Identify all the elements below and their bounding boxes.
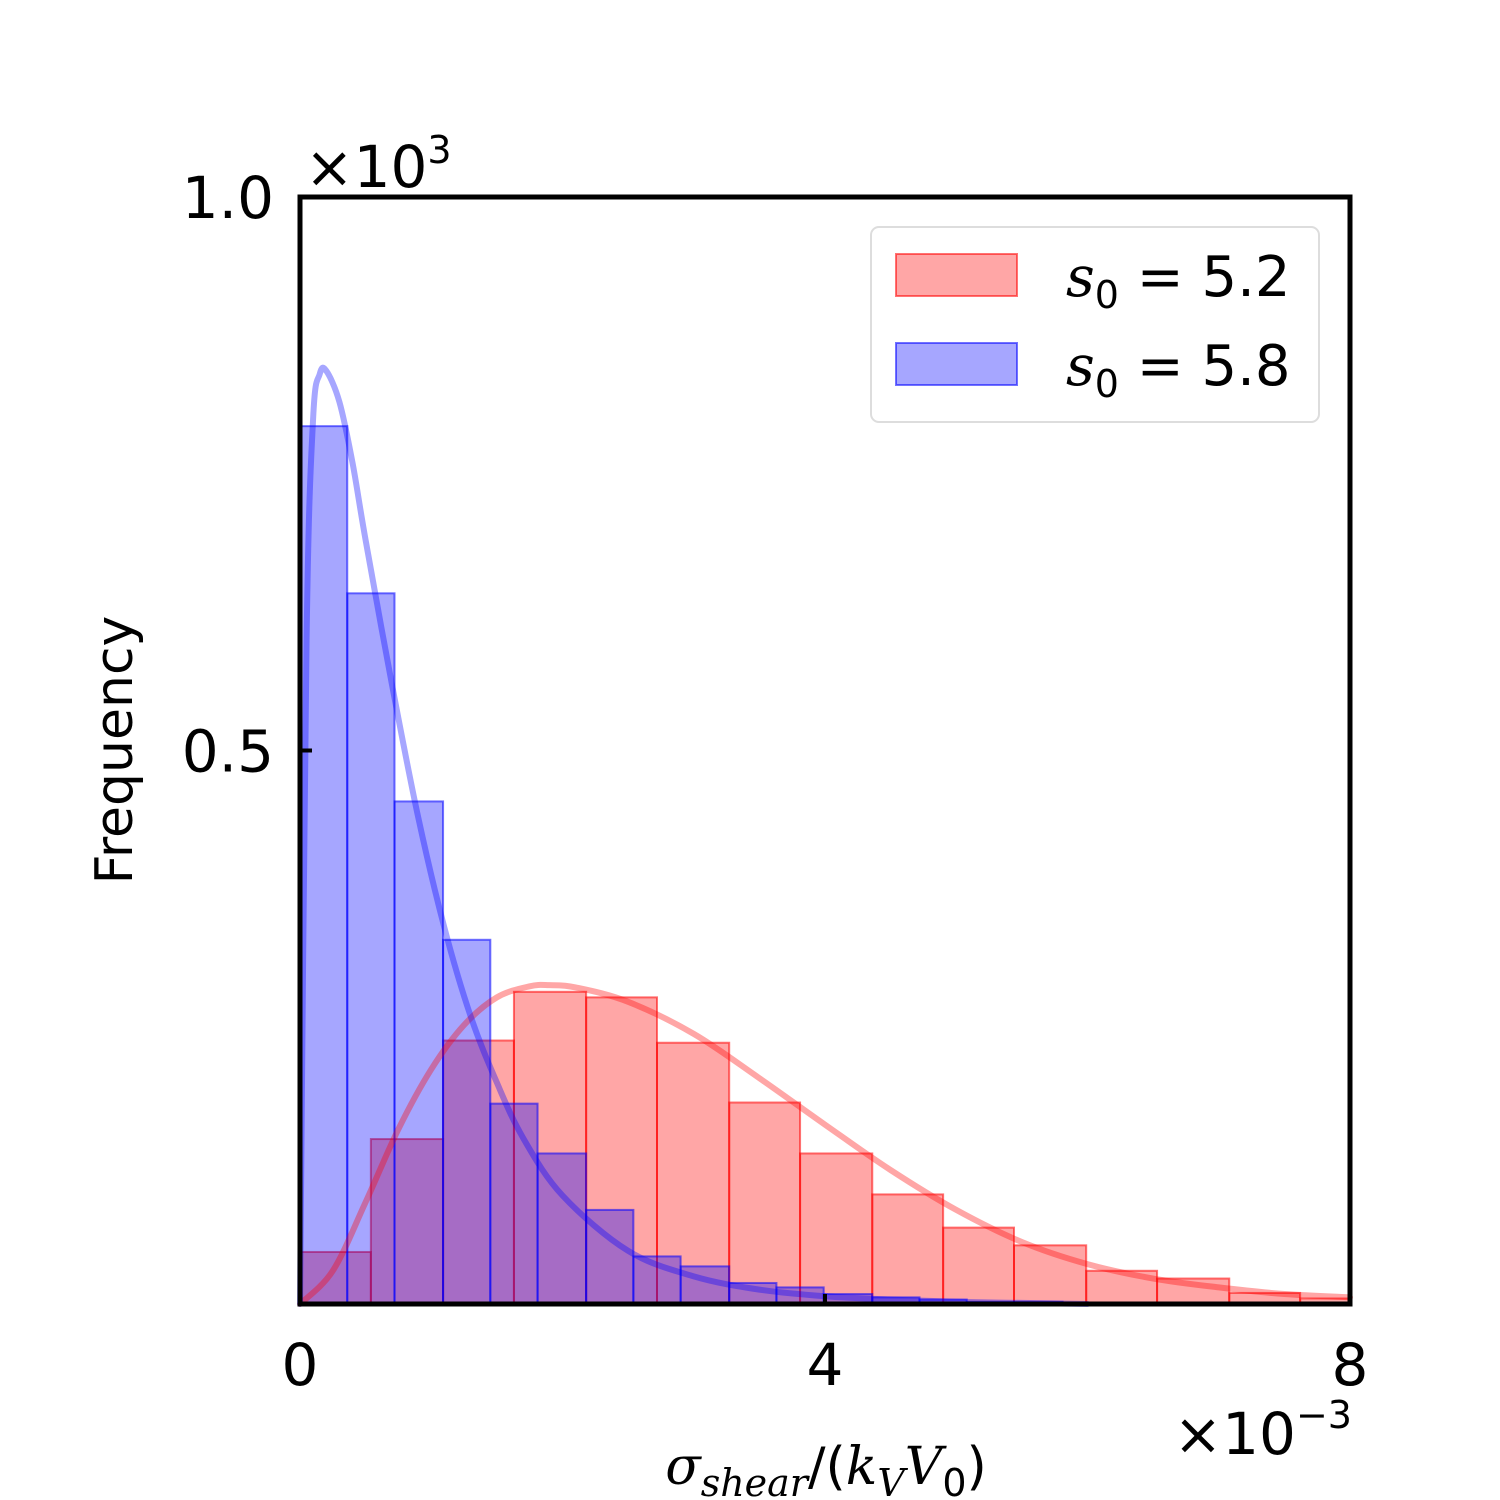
x-axis-label: σshear/(kVV0) <box>665 1437 987 1500</box>
histogram-bar <box>346 592 396 1305</box>
histogram-bar <box>585 1208 635 1306</box>
histogram-bar <box>632 1255 682 1306</box>
tick-layer: 0 4 8 0.5 1.0 <box>182 164 1369 1399</box>
x-tick-label: 0 <box>282 1331 319 1399</box>
y-tick-label: 1.0 <box>182 164 274 232</box>
x-axis-multiplier: ×10−3 <box>1174 1393 1352 1468</box>
y-tick-label: 0.5 <box>182 718 274 786</box>
histogram-bar <box>871 1193 945 1305</box>
histogram-bar <box>728 1101 802 1305</box>
legend: s0 = 5.2 s0 = 5.8 <box>870 226 1320 423</box>
histogram-bar <box>299 425 349 1305</box>
x-tick-label: 4 <box>807 1331 844 1399</box>
histogram-bar <box>489 1102 539 1306</box>
series-1 <box>299 425 1111 1306</box>
histogram-bar <box>536 1152 588 1305</box>
legend-label-s0-5.2: s0 = 5.2 <box>1066 245 1291 317</box>
histogram-bar <box>942 1226 1015 1305</box>
legend-box <box>870 226 1320 423</box>
histogram-bar <box>393 800 445 1305</box>
series-0 <box>299 990 1351 1306</box>
x-tick-label: 8 <box>1332 1331 1369 1399</box>
legend-swatch-s0-5.8 <box>895 342 1018 386</box>
fit-curve <box>297 981 1353 1307</box>
legend-swatch-s0-5.2 <box>895 253 1018 297</box>
y-axis-label: Frequency <box>85 616 145 885</box>
histogram-bar <box>442 1039 515 1306</box>
histogram-bar <box>369 1138 445 1305</box>
histogram-bar <box>442 938 492 1305</box>
histogram-bar <box>1085 1269 1159 1306</box>
histogram-bar <box>799 1152 874 1305</box>
legend-label-s0-5.8: s0 = 5.8 <box>1066 334 1291 406</box>
histogram-bar <box>299 1250 372 1305</box>
y-axis-multiplier: ×103 <box>305 128 452 201</box>
